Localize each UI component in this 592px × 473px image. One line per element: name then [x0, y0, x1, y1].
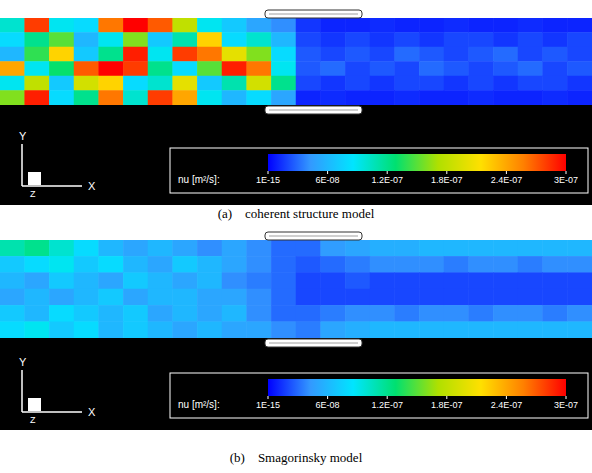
- svg-text:Z: Z: [30, 189, 36, 199]
- svg-text:1.8E-07: 1.8E-07: [431, 175, 463, 185]
- svg-text:nu [m²/s]:: nu [m²/s]:: [178, 174, 220, 185]
- svg-text:6E-08: 6E-08: [316, 175, 340, 185]
- svg-text:Y: Y: [19, 130, 27, 142]
- svg-text:1E-15: 1E-15: [256, 400, 280, 410]
- svg-text:nu [m²/s]:: nu [m²/s]:: [178, 399, 220, 410]
- svg-text:2.4E-07: 2.4E-07: [491, 400, 523, 410]
- svg-text:(b) Smagorinsky model: (b) Smagorinsky model: [230, 450, 363, 465]
- svg-text:X: X: [88, 180, 96, 192]
- svg-text:3E-07: 3E-07: [554, 175, 578, 185]
- svg-text:6E-08: 6E-08: [316, 400, 340, 410]
- svg-text:(a) coherent structure mode: (a) coherent structure model: [218, 206, 375, 221]
- svg-text:Z: Z: [30, 415, 36, 425]
- svg-text:1.8E-07: 1.8E-07: [431, 400, 463, 410]
- svg-text:3E-07: 3E-07: [554, 400, 578, 410]
- svg-text:1.2E-07: 1.2E-07: [371, 400, 403, 410]
- svg-text:1.2E-07: 1.2E-07: [371, 175, 403, 185]
- svg-text:2.4E-07: 2.4E-07: [491, 175, 523, 185]
- svg-text:Y: Y: [19, 356, 27, 368]
- svg-text:X: X: [88, 406, 96, 418]
- svg-text:1E-15: 1E-15: [256, 175, 280, 185]
